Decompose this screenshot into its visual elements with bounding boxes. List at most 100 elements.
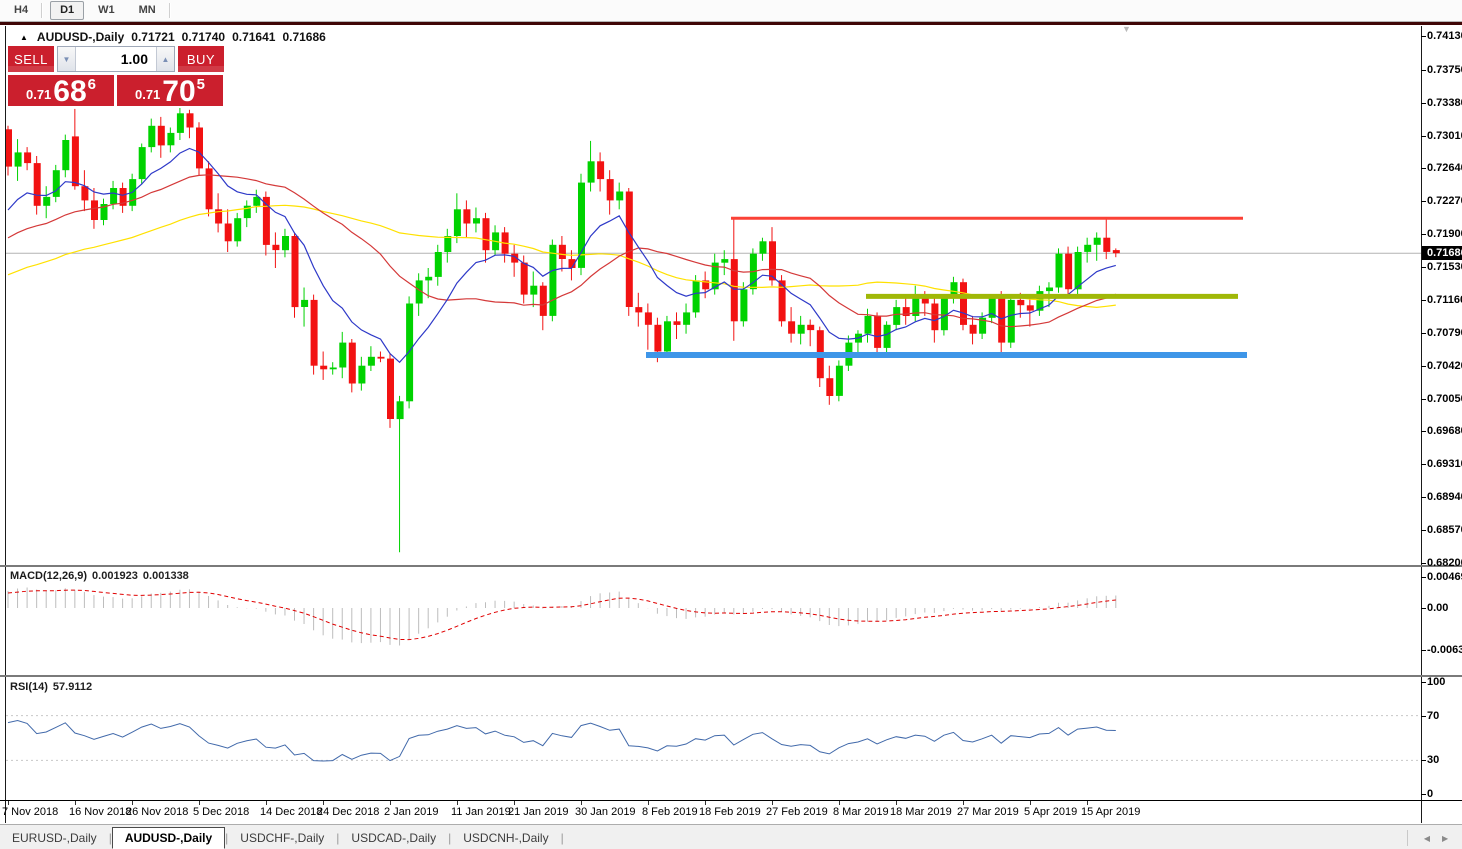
- date-axis-tick: [839, 801, 840, 805]
- candle-body: [998, 298, 1006, 343]
- buy-price-display[interactable]: 0.71 70 5: [117, 75, 223, 107]
- date-axis-label[interactable]: 18 Mar 2019: [890, 806, 952, 818]
- macd-axis-label-tick: [1421, 650, 1426, 651]
- price-axis-label-tick: [1421, 333, 1426, 334]
- date-axis-tick: [8, 801, 9, 805]
- candle-body: [167, 132, 175, 146]
- rsi-label: RSI(14) 57.9112: [10, 681, 93, 693]
- timeframe-button-w1[interactable]: W1: [98, 4, 115, 16]
- price-axis-label-tick: [1421, 399, 1426, 400]
- candle-body: [215, 209, 223, 224]
- candle-body: [960, 282, 967, 325]
- candle-body: [520, 262, 528, 295]
- candle-body: [348, 342, 356, 384]
- date-axis-label[interactable]: 8 Mar 2019: [833, 806, 889, 818]
- candle-body: [453, 209, 461, 236]
- timeframe-button-h4[interactable]: H4: [14, 4, 29, 16]
- date-axis-label[interactable]: 2 Jan 2019: [384, 806, 439, 818]
- date-axis-label[interactable]: 21 Jan 2019: [508, 806, 569, 818]
- macd-axis-label: 0.004694: [1427, 571, 1462, 583]
- volume-increase-button[interactable]: ▲: [156, 47, 174, 71]
- tab-separator: |: [560, 830, 564, 845]
- price-axis-label-tick: [1421, 563, 1426, 564]
- volume-input[interactable]: 1.00: [76, 47, 156, 71]
- candle-body: [358, 365, 366, 384]
- candle-body: [387, 358, 394, 419]
- candle-body: [415, 280, 423, 304]
- volume-decrease-button[interactable]: ▼: [58, 47, 76, 71]
- date-axis-tick: [1030, 801, 1031, 805]
- candle-body: [1074, 252, 1082, 290]
- candle-body: [683, 312, 691, 325]
- price-axis-label-tick: [1421, 136, 1426, 137]
- candle-body: [673, 321, 681, 325]
- date-axis-label[interactable]: 14 Dec 2018: [260, 806, 323, 818]
- candle-body: [692, 280, 700, 313]
- chart-tab-eurusd[interactable]: EURUSD-,Daily: [12, 830, 97, 845]
- date-axis-label[interactable]: 15 Apr 2019: [1081, 806, 1141, 818]
- candle-body: [253, 196, 261, 206]
- date-axis-label[interactable]: 24 Dec 2018: [317, 806, 380, 818]
- chart-tab-audusd[interactable]: AUDUSD-,Daily: [111, 826, 226, 849]
- candle-body: [473, 218, 480, 224]
- rsi-value: 57.9112: [52, 681, 93, 693]
- rsi-axis-label-tick: [1421, 794, 1426, 795]
- date-axis-label[interactable]: 30 Jan 2019: [575, 806, 636, 818]
- date-axis-label[interactable]: 5 Dec 2018: [193, 806, 250, 818]
- candle-body: [1026, 305, 1034, 311]
- chart-tab-usdcnh[interactable]: USDCNH-,Daily: [463, 830, 549, 845]
- panel-divider[interactable]: [0, 675, 1462, 677]
- macd-panel-canvas[interactable]: [6, 568, 1421, 673]
- candle-body: [635, 307, 643, 313]
- candle-body: [81, 186, 89, 201]
- candle-body: [578, 182, 585, 268]
- date-axis-label[interactable]: 5 Apr 2019: [1024, 806, 1078, 818]
- chart-window[interactable]: ▲ AUDUSD-,Daily 0.71721 0.71740 0.71641 …: [0, 24, 1462, 823]
- date-axis-label[interactable]: 11 Jan 2019: [451, 806, 511, 818]
- candle-body: [530, 285, 538, 295]
- chart-tab-usdchf[interactable]: USDCHF-,Daily: [240, 830, 325, 845]
- candle-body: [1007, 299, 1015, 343]
- price-chart-canvas[interactable]: [6, 26, 1421, 565]
- date-axis-tick: [75, 801, 76, 805]
- tab-scroll-right-icon[interactable]: ▶: [1442, 833, 1449, 843]
- candle-body: [367, 356, 375, 366]
- date-axis-label[interactable]: 26 Nov 2018: [126, 806, 189, 818]
- date-axis-tick: [963, 801, 964, 805]
- date-axis-label[interactable]: 7 Nov 2018: [2, 806, 59, 818]
- candle-body: [14, 152, 22, 167]
- panel-collapse-arrow-icon[interactable]: ▼: [1122, 24, 1131, 34]
- buy-button[interactable]: BUY: [178, 46, 224, 72]
- rsi-panel-canvas[interactable]: [6, 678, 1421, 800]
- candle-body: [243, 205, 251, 219]
- candle-body: [43, 196, 51, 206]
- candle-body: [1084, 244, 1092, 252]
- sell-price-display[interactable]: 0.71 68 6: [8, 75, 114, 107]
- candle-body: [988, 298, 996, 318]
- candle-body: [301, 299, 309, 307]
- date-axis-tick: [390, 801, 391, 805]
- date-axis-label[interactable]: 16 Nov 2018: [69, 806, 132, 818]
- date-axis-label[interactable]: 27 Mar 2019: [957, 806, 1019, 818]
- tab-scroll-left-icon[interactable]: ◀: [1423, 833, 1430, 843]
- date-axis-label[interactable]: 18 Feb 2019: [699, 806, 761, 818]
- macd-axis-label: 0.00: [1427, 602, 1449, 614]
- candle-body: [282, 236, 289, 251]
- candle-body: [568, 259, 576, 268]
- date-axis-label[interactable]: 8 Feb 2019: [642, 806, 698, 818]
- chart-tab-usdcad[interactable]: USDCAD-,Daily: [351, 830, 437, 845]
- candle-body: [52, 170, 60, 197]
- collapse-indicator-icon[interactable]: ▲: [20, 32, 28, 42]
- sell-button[interactable]: SELL: [8, 46, 54, 72]
- timeframe-toolbar: H4 D1 W1 MN: [0, 0, 1462, 22]
- candle-body: [262, 196, 270, 245]
- timeframe-button-d1[interactable]: D1: [50, 1, 85, 20]
- candle-body: [549, 244, 557, 316]
- date-axis-label[interactable]: 27 Feb 2019: [766, 806, 828, 818]
- timeframe-button-mn[interactable]: MN: [138, 4, 156, 16]
- panel-divider[interactable]: [0, 565, 1462, 567]
- candle-body: [1046, 287, 1053, 292]
- candle-body: [444, 236, 452, 252]
